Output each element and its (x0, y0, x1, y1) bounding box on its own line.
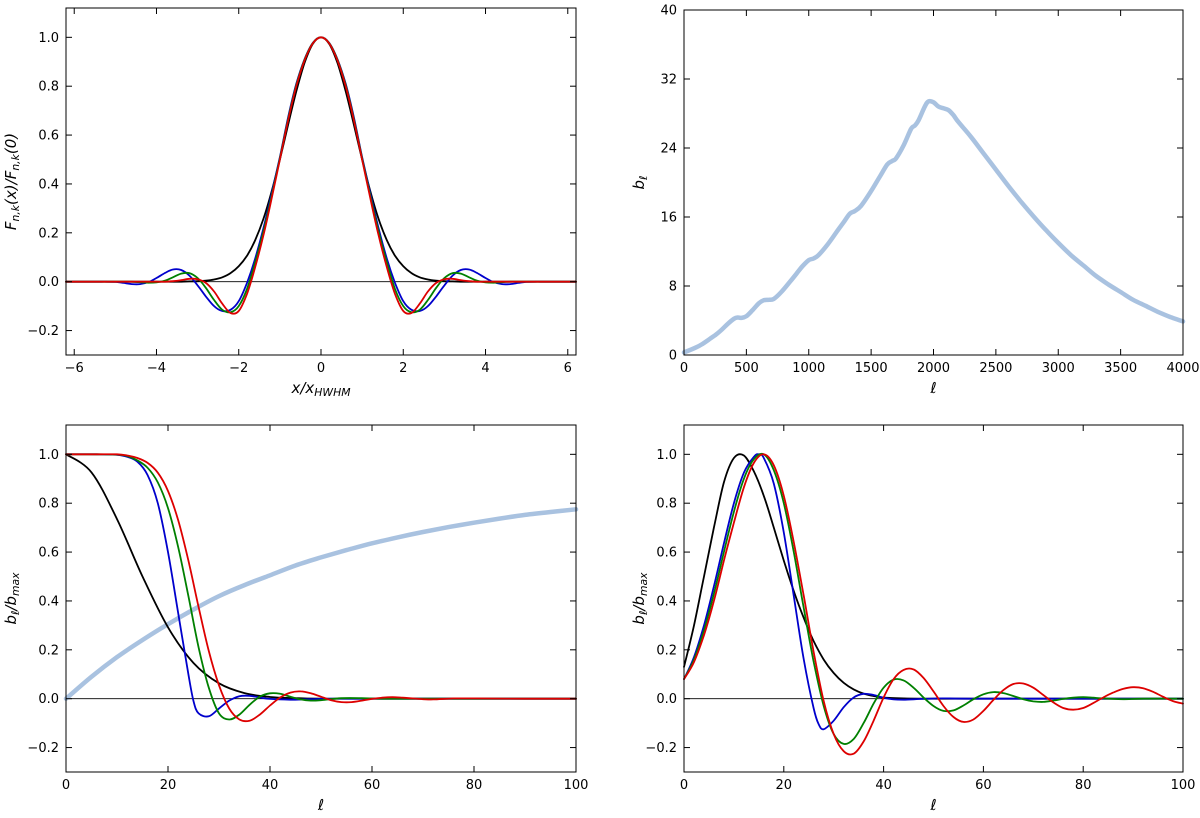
x-tick-label: 0 (317, 361, 325, 376)
curve-green (65, 36, 577, 314)
curve-red (65, 453, 577, 723)
y-tick-label: 0.8 (38, 497, 59, 512)
x-tick-label: −2 (229, 361, 248, 376)
y-tick-label: 0.2 (38, 226, 59, 241)
curve-red (65, 36, 577, 315)
x-axis-label: ℓ (929, 796, 936, 814)
y-tick-label: 16 (660, 211, 677, 226)
y-tick-label: 0.2 (656, 643, 677, 658)
curve-green (683, 452, 1184, 745)
x-tick-label: 500 (734, 361, 759, 376)
x-tick-label: 80 (466, 778, 483, 793)
y-tick-label: 0.4 (656, 594, 677, 609)
axes-spines (65, 424, 577, 773)
x-axis-label: x/xHWHM (290, 379, 351, 399)
x-tick-label: 2 (399, 361, 407, 376)
x-tick-label: 2500 (979, 361, 1012, 376)
x-tick-label: 0 (680, 778, 688, 793)
x-tick-label: 1000 (792, 361, 825, 376)
x-axis-label: ℓ (929, 379, 936, 397)
curve-black (65, 36, 577, 283)
y-axis-label: bℓ/bmax (2, 572, 22, 625)
x-tick-label: 100 (564, 778, 589, 793)
curve-green (65, 453, 577, 721)
curve-lightblue (681, 98, 1186, 355)
y-tick-label: 0.0 (38, 275, 59, 290)
y-tick-label: −0.2 (645, 741, 677, 756)
y-tick-label: 0.2 (38, 643, 59, 658)
y-tick-label: 1.0 (38, 31, 59, 46)
y-tick-label: 8 (669, 280, 677, 295)
x-tick-label: 20 (776, 778, 793, 793)
x-tick-label: 4000 (1166, 361, 1199, 376)
y-tick-label: 0.4 (38, 594, 59, 609)
y-tick-label: 40 (660, 4, 677, 19)
x-tick-label: −6 (65, 361, 84, 376)
y-axis-label: bℓ (630, 176, 650, 190)
y-tick-label: 1.0 (656, 448, 677, 463)
x-tick-label: 20 (160, 778, 177, 793)
x-tick-label: 100 (1171, 778, 1196, 793)
y-tick-label: 1.0 (38, 448, 59, 463)
y-tick-label: 0.4 (38, 177, 59, 192)
curve-red (683, 453, 1184, 756)
y-tick-label: 0.6 (656, 546, 677, 561)
y-tick-label: −0.2 (27, 324, 59, 339)
x-tick-label: −4 (147, 361, 166, 376)
x-tick-label: 0 (62, 778, 70, 793)
x-tick-label: 60 (364, 778, 381, 793)
x-tick-label: 3500 (1104, 361, 1137, 376)
axes-spines (683, 9, 1184, 356)
x-axis-label: ℓ (317, 796, 324, 814)
x-tick-label: 80 (1075, 778, 1092, 793)
curve-blue (683, 453, 1184, 731)
y-tick-label: 0.8 (38, 80, 59, 95)
panel-filter-profiles: −6 −4 −2 0 2 4 6 −0.2 0.0 0.2 0.4 0.6 0.8 1.0 x/xHWHM F… (2, 7, 577, 399)
axes-spines (683, 424, 1184, 773)
panel-beam-ell: 0 500 1000 1500 2000 2500 3000 3500 4000 0 8 16 24 32… (630, 4, 1200, 398)
panel-beam-normalized: 0 20 40 60 80 100 −0.2 0.0 0.2 0.4 0.6 0.8 1.0 ℓ bℓ/bm… (630, 424, 1196, 814)
y-tick-label: 0.6 (38, 546, 59, 561)
panel-window-low-ell: 0 20 40 60 80 100 −0.2 0.0 0.2 0.4 0.6 0.8 1.0 ℓ bℓ/bm… (2, 424, 589, 814)
y-tick-label: 0.6 (38, 129, 59, 144)
curve-blue (65, 453, 577, 718)
curve-black (65, 453, 577, 700)
curve-blue (65, 36, 577, 313)
x-tick-label: 0 (680, 361, 688, 376)
x-tick-label: 3000 (1042, 361, 1075, 376)
x-tick-label: 60 (975, 778, 992, 793)
y-tick-label: 0.0 (656, 692, 677, 707)
curve-black (683, 453, 1184, 700)
x-tick-label: 2000 (917, 361, 950, 376)
y-axis-label: Fn,k(x)/Fn,k(0) (2, 133, 22, 230)
y-tick-label: 0.8 (656, 497, 677, 512)
axes-spines (65, 7, 577, 356)
y-tick-label: 24 (660, 142, 677, 157)
y-tick-label: −0.2 (27, 741, 59, 756)
x-tick-label: 6 (564, 361, 572, 376)
x-tick-label: 40 (875, 778, 892, 793)
y-tick-label: 0.0 (38, 692, 59, 707)
x-tick-label: 4 (481, 361, 489, 376)
x-tick-label: 40 (262, 778, 279, 793)
y-tick-label: 32 (660, 73, 677, 88)
curve-lightblue (63, 507, 579, 701)
y-tick-label: 0 (669, 349, 677, 364)
y-axis-label: bℓ/bmax (630, 572, 650, 625)
x-tick-label: 1500 (855, 361, 888, 376)
